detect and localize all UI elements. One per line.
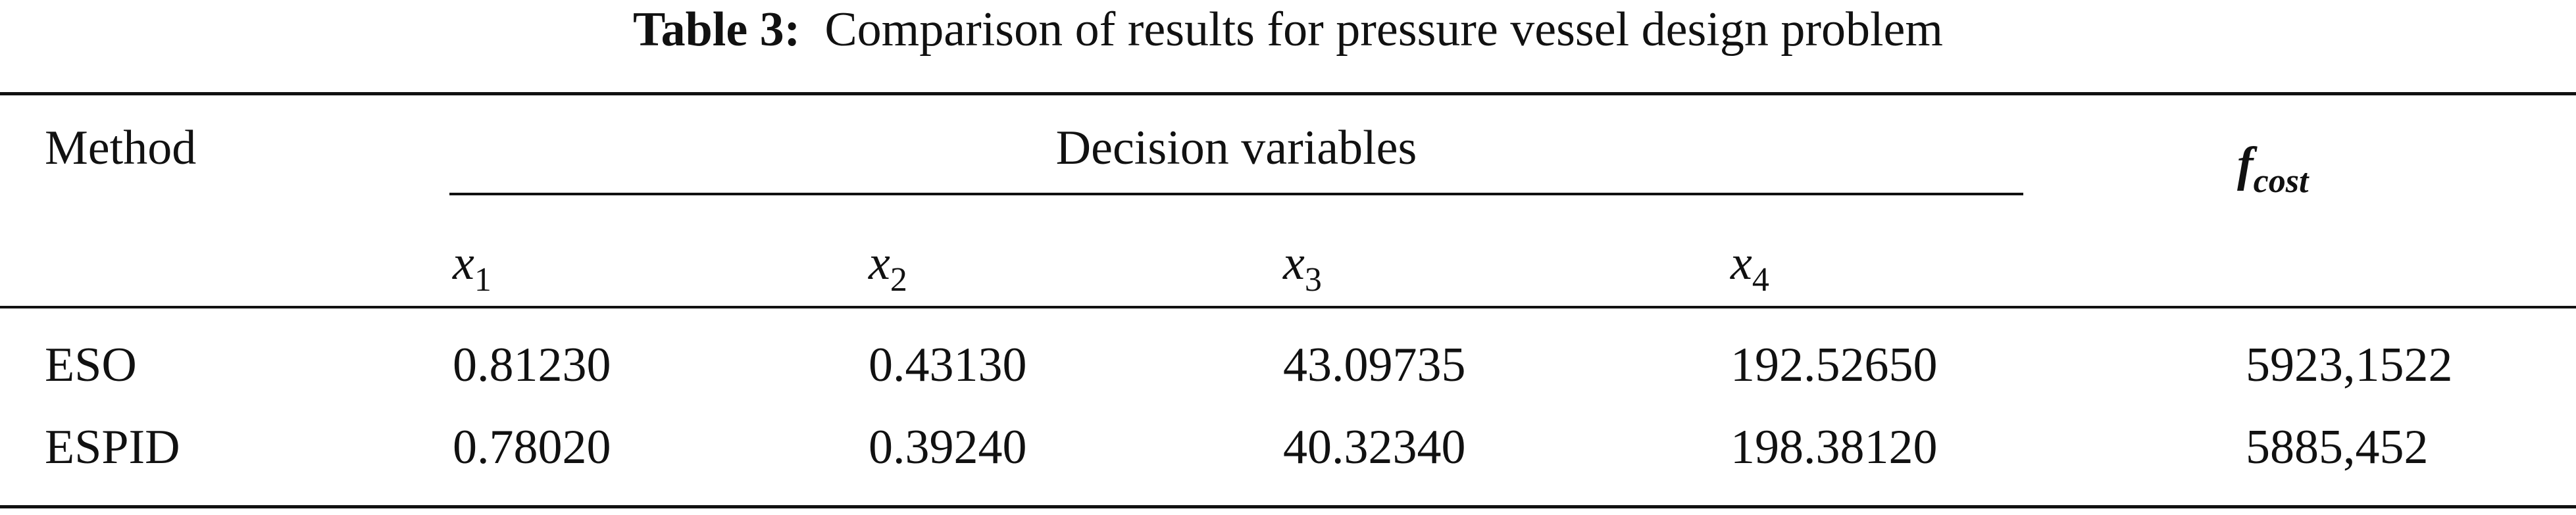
value-cell: 0.39240 <box>869 420 1027 474</box>
method-header: Method <box>45 121 197 175</box>
value-cell: 0.81230 <box>453 338 611 392</box>
group-rule <box>449 193 2023 195</box>
var-sub: 4 <box>1752 261 1769 299</box>
var-base: x <box>869 236 890 290</box>
var-sub: 2 <box>890 261 907 299</box>
value-cell: 40.32340 <box>1283 420 1466 474</box>
method-cell: ESO <box>45 338 137 392</box>
var-sub: 1 <box>474 261 492 299</box>
var-base: x <box>1730 236 1752 290</box>
var-header: x1 <box>453 236 492 297</box>
var-header: x3 <box>1283 236 1322 297</box>
var-header: x2 <box>869 236 907 297</box>
table-label: Table 3: <box>633 3 801 57</box>
bottom-rule <box>0 505 2576 508</box>
cost-header: fcost <box>2237 137 2308 199</box>
cost-base: f <box>2237 137 2254 191</box>
title-text: Comparison of results for pressure vesse… <box>824 3 1943 57</box>
value-cell: 5885,452 <box>2246 420 2429 474</box>
var-base: x <box>453 236 474 290</box>
value-cell: 192.52650 <box>1730 338 1938 392</box>
value-cell: 198.38120 <box>1730 420 1938 474</box>
table-title: Table 3: Comparison of results for press… <box>0 5 2576 54</box>
value-cell: 0.43130 <box>869 338 1027 392</box>
value-cell: 0.78020 <box>453 420 611 474</box>
value-cell: 43.09735 <box>1283 338 1466 392</box>
cost-sub: cost <box>2253 162 2309 200</box>
group-header: Decision variables <box>1055 121 1417 175</box>
var-sub: 3 <box>1304 261 1322 299</box>
value-cell: 5923,1522 <box>2246 338 2453 392</box>
var-base: x <box>1283 236 1305 290</box>
header-rule <box>0 306 2576 308</box>
var-header: x4 <box>1730 236 1769 297</box>
top-rule <box>0 92 2576 95</box>
method-cell: ESPID <box>45 420 180 474</box>
